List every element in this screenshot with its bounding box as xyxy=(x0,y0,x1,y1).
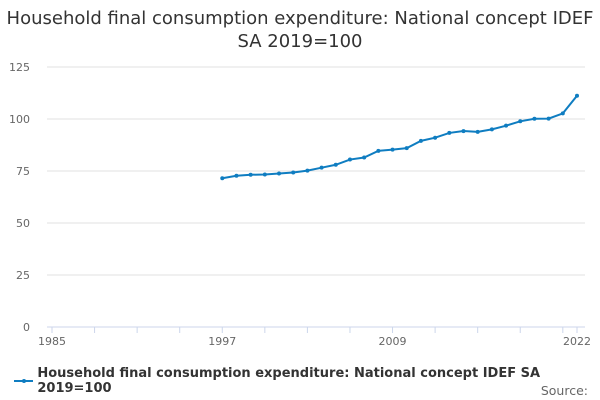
data-point xyxy=(390,147,395,152)
series-line xyxy=(222,95,578,180)
data-point xyxy=(475,129,480,134)
data-point xyxy=(546,116,551,121)
data-point xyxy=(248,172,253,177)
x-tick-label: 2009 xyxy=(379,335,407,348)
source-label: Source: xyxy=(540,383,588,398)
y-tick-label: 125 xyxy=(9,61,30,74)
y-tick-label: 75 xyxy=(16,165,30,178)
data-point xyxy=(277,171,282,176)
chart-title: Household final consumption expenditure:… xyxy=(6,8,594,52)
data-point xyxy=(532,116,537,121)
legend[interactable]: Household final consumption expenditure:… xyxy=(14,366,600,396)
data-point xyxy=(347,157,352,162)
x-tick-label: 2022 xyxy=(563,335,591,348)
data-point xyxy=(220,176,225,181)
legend-label: Household final consumption expenditure:… xyxy=(37,366,541,396)
data-point xyxy=(560,111,565,116)
data-point xyxy=(333,162,338,167)
data-point xyxy=(305,168,310,173)
y-tick-label: 25 xyxy=(16,269,30,282)
data-point xyxy=(376,148,381,153)
y-tick-label: 50 xyxy=(16,217,30,230)
y-tick-label: 100 xyxy=(9,113,30,126)
x-tick-label: 1997 xyxy=(208,335,236,348)
data-point xyxy=(262,172,267,177)
data-point xyxy=(404,146,409,151)
legend-line-icon xyxy=(14,379,34,383)
data-point xyxy=(319,165,324,170)
x-tick-label: 1985 xyxy=(38,335,66,348)
data-point xyxy=(362,155,367,160)
line-chart: 0 25 50 75 100 125 1985 1997 2009 2022 xyxy=(9,61,591,348)
data-point xyxy=(489,127,494,132)
data-point xyxy=(504,123,509,128)
data-point xyxy=(447,130,452,135)
y-tick-label: 0 xyxy=(23,321,30,334)
data-point xyxy=(575,93,579,98)
data-point xyxy=(418,138,423,143)
data-point xyxy=(518,119,523,124)
data-point xyxy=(433,135,438,140)
data-point xyxy=(234,173,239,178)
data-point xyxy=(461,129,466,134)
data-point xyxy=(291,170,296,175)
